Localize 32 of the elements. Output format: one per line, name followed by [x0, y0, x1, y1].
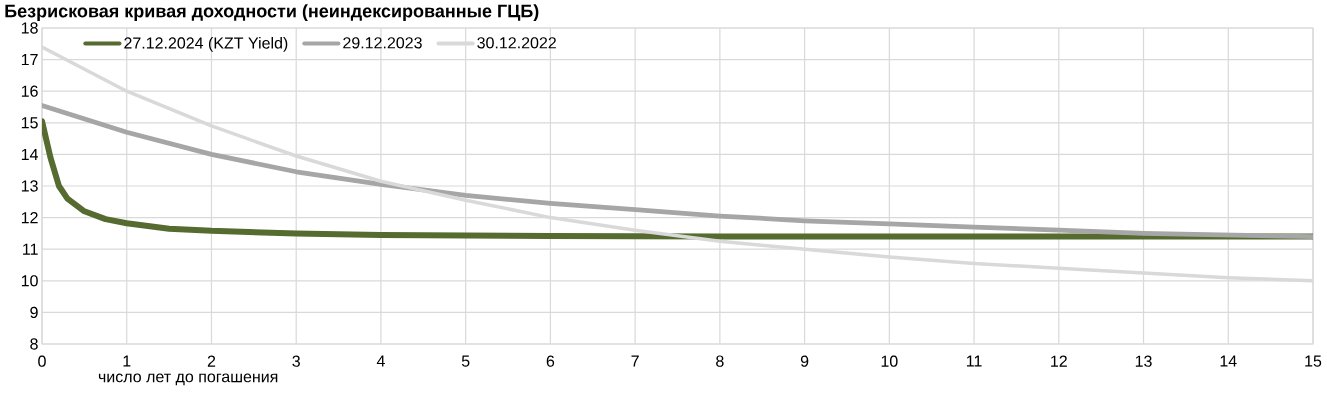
legend-label: 27.12.2024 (KZT Yield)	[124, 36, 288, 52]
x-tick-label: 1	[123, 355, 131, 367]
y-tick-label: 8	[30, 338, 38, 350]
x-tick-label: 14	[1220, 355, 1237, 367]
y-tick-label: 9	[30, 306, 38, 319]
y-tick-label: 12	[21, 212, 38, 224]
x-tick-label: 6	[546, 355, 555, 367]
x-tick-label: 2	[207, 355, 216, 367]
chart-title: Безрисковая кривая доходности (неиндексированные ГЦБ)	[5, 4, 539, 21]
y-tick-label: 10	[21, 275, 38, 287]
x-tick-label: 4	[376, 355, 385, 367]
y-tick-label: 16	[21, 85, 38, 97]
y-tick-label: 13	[21, 180, 38, 192]
x-tick-label: 12	[1051, 355, 1067, 367]
x-tick-label: 9	[800, 355, 809, 367]
x-tick-label: 11	[966, 355, 982, 367]
legend-label: 30.12.2022	[477, 37, 556, 49]
x-tick-label: 13	[1135, 355, 1152, 367]
y-tick-label: 14	[21, 148, 38, 160]
legend-label: 29.12.2023	[343, 37, 422, 49]
y-tick-label: 17	[21, 54, 38, 66]
x-tick-label: 5	[461, 355, 470, 367]
x-tick-label: 10	[881, 355, 898, 367]
x-tick-label: 15	[1305, 355, 1322, 367]
y-tick-label: 18	[21, 22, 38, 34]
x-axis-title: число лет до погашения	[98, 373, 278, 386]
y-tick-label: 15	[21, 117, 38, 129]
x-tick-label: 3	[292, 355, 300, 367]
x-tick-label: 7	[631, 355, 639, 367]
x-tick-label: 0	[38, 355, 46, 367]
y-tick-label: 11	[23, 243, 38, 255]
x-tick-label: 8	[716, 355, 724, 367]
